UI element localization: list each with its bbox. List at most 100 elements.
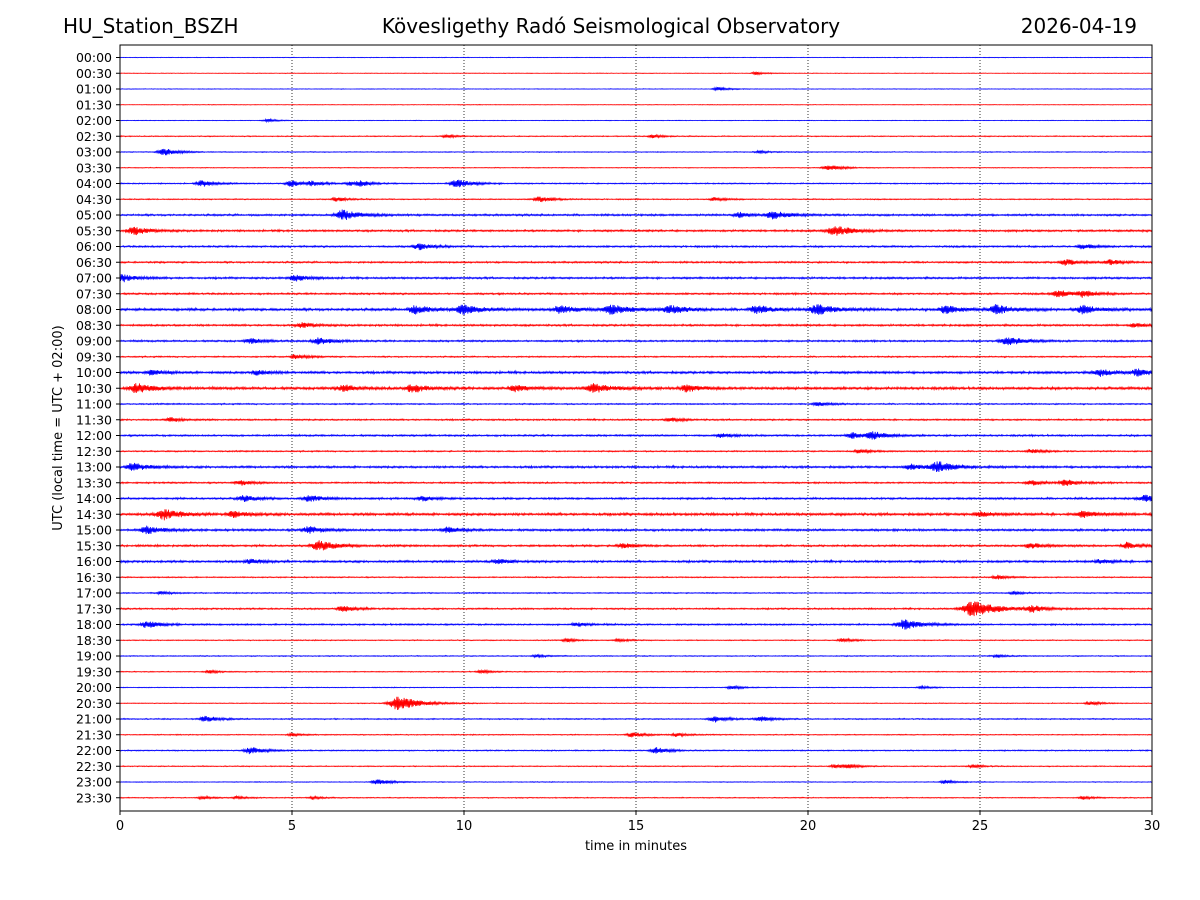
y-tick-label: 04:00: [76, 176, 112, 191]
trace-2330: [119, 794, 1153, 801]
chart-date: 2026-04-19: [1020, 14, 1137, 38]
y-tick-label: 16:30: [76, 570, 112, 585]
trace-0000: [119, 56, 1153, 59]
trace-1630: [119, 574, 1153, 580]
y-tick-label: 00:00: [76, 50, 112, 65]
trace-0200: [119, 117, 1153, 124]
x-tick-label-20: 20: [800, 819, 817, 834]
trace-1400: [119, 494, 1153, 503]
trace-rows: [119, 56, 1153, 801]
trace-0530: [119, 226, 1153, 236]
y-tick-label: 23:30: [76, 790, 112, 805]
y-tick-label: 07:00: [76, 271, 112, 286]
y-tick-label: 16:00: [76, 554, 112, 569]
y-tick-label: 17:30: [76, 601, 112, 616]
trace-0630: [119, 259, 1153, 266]
y-tick-label: 21:30: [76, 727, 112, 742]
trace-0230: [119, 133, 1153, 139]
trace-1230: [119, 448, 1153, 455]
trace-1030: [119, 383, 1153, 394]
trace-1730: [119, 601, 1153, 617]
trace-2300: [119, 779, 1153, 785]
y-tick-label: 15:00: [76, 523, 112, 538]
trace-1700: [119, 590, 1153, 596]
y-tick-label: 22:30: [76, 759, 112, 774]
x-tick-label-5: 5: [288, 819, 296, 834]
y-tick-label: 10:00: [76, 365, 112, 380]
x-tick-label-0: 0: [116, 819, 124, 834]
trace-2100: [119, 715, 1153, 723]
trace-0100: [119, 86, 1153, 92]
trace-1500: [119, 525, 1153, 535]
trace-0300: [119, 148, 1153, 156]
y-tick-label: 11:00: [76, 397, 112, 412]
y-tick-label: 02:00: [76, 113, 112, 128]
x-axis-label: time in minutes: [585, 839, 687, 854]
trace-1130: [119, 416, 1153, 423]
trace-0800: [119, 304, 1153, 315]
y-tick-label: 13:30: [76, 475, 112, 490]
trace-1800: [119, 619, 1153, 630]
trace-0030: [119, 70, 1153, 76]
y-tick-label: 13:00: [76, 460, 112, 475]
trace-1330: [119, 479, 1153, 486]
trace-0130: [119, 103, 1153, 106]
trace-0830: [119, 322, 1153, 329]
y-tick-label: 15:30: [76, 538, 112, 553]
y-tick-label: 07:30: [76, 286, 112, 301]
y-tick-label: 05:30: [76, 223, 112, 238]
y-tick-label: 01:30: [76, 97, 112, 112]
trace-2130: [119, 731, 1153, 738]
y-axis-label: UTC (local time = UTC + 02:00): [51, 325, 66, 530]
trace-1930: [119, 668, 1153, 675]
trace-1900: [119, 653, 1153, 659]
y-tick-label: 02:30: [76, 129, 112, 144]
y-tick-label: 05:00: [76, 208, 112, 223]
y-tick-label: 19:30: [76, 664, 112, 679]
trace-1100: [119, 401, 1153, 407]
y-tick-label: 20:00: [76, 680, 112, 695]
y-tick-label: 14:00: [76, 491, 112, 506]
x-tick-labels: 0 5 10 15 20 25 30: [116, 811, 1160, 834]
trace-1600: [119, 558, 1153, 565]
y-tick-label: 17:00: [76, 586, 112, 601]
y-tick-label: 09:30: [76, 349, 112, 364]
trace-2230: [119, 763, 1153, 770]
trace-2030: [119, 696, 1153, 710]
y-tick-label: 10:30: [76, 381, 112, 396]
trace-0400: [119, 179, 1153, 188]
y-tick-label: 19:00: [76, 649, 112, 664]
y-tick-label: 04:30: [76, 192, 112, 207]
y-tick-label: 01:00: [76, 82, 112, 97]
y-tick-label: 03:30: [76, 160, 112, 175]
trace-1000: [119, 368, 1153, 377]
y-tick-label: 11:30: [76, 412, 112, 427]
y-tick-label: 21:00: [76, 712, 112, 727]
trace-0700: [119, 274, 1153, 283]
y-tick-label: 00:30: [76, 66, 112, 81]
trace-0500: [119, 209, 1153, 220]
y-tick-label: 23:00: [76, 775, 112, 790]
y-tick-label: 09:00: [76, 334, 112, 349]
station-name: HU_Station_BSZH: [63, 14, 239, 38]
trace-1300: [119, 461, 1153, 473]
trace-0900: [119, 337, 1153, 346]
y-tick-label: 03:00: [76, 145, 112, 160]
trace-2000: [119, 684, 1153, 691]
y-tick-labels: 00:0000:3001:0001:3002:0002:3003:0003:30…: [76, 50, 120, 805]
y-tick-label: 08:00: [76, 302, 112, 317]
x-tick-label-10: 10: [456, 819, 473, 834]
trace-1530: [119, 540, 1153, 551]
y-tick-label: 20:30: [76, 696, 112, 711]
y-tick-label: 06:30: [76, 255, 112, 270]
x-tick-label-30: 30: [1144, 819, 1161, 834]
y-tick-label: 12:00: [76, 428, 112, 443]
trace-0430: [119, 196, 1153, 203]
y-tick-label: 06:00: [76, 239, 112, 254]
trace-0730: [119, 290, 1153, 298]
x-tick-label-25: 25: [972, 819, 989, 834]
vertical-grid: [291, 45, 981, 811]
y-tick-label: 08:30: [76, 318, 112, 333]
trace-0600: [119, 243, 1153, 251]
